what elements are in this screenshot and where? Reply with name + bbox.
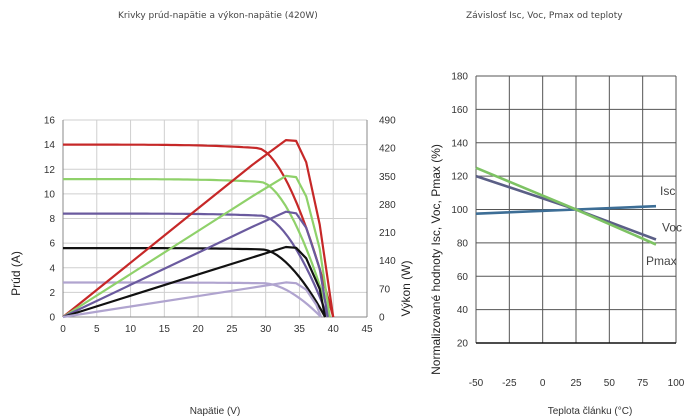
pv-curve	[62, 281, 323, 319]
y2-tick-label: 210	[379, 228, 396, 239]
x-tick-label: 100	[668, 378, 685, 389]
series-group	[62, 139, 335, 319]
x-tick-label: 15	[159, 324, 171, 335]
pv-curve	[62, 245, 327, 319]
y2-tick-label: 350	[379, 172, 396, 183]
x-tick-label: 0	[540, 378, 546, 389]
y-tick-label: 8	[49, 214, 55, 225]
x-tick-label: 75	[637, 378, 649, 389]
x-axis-label: Teplota článku (°C)	[548, 406, 633, 417]
iv-curve	[63, 212, 329, 318]
y-tick-label: 16	[44, 116, 56, 127]
x-tick-label: 25	[226, 324, 238, 335]
y2-tick-label: 280	[379, 200, 396, 211]
y-tick-label: 140	[451, 138, 468, 149]
right-chart-title: Závislosť Isc, Voc, Pmax od teploty	[466, 11, 623, 21]
y-tick-label: 180	[451, 72, 468, 83]
y-tick-label: 60	[457, 272, 469, 283]
series-line-pmax	[475, 166, 657, 246]
y-tick-label: 12	[44, 165, 56, 176]
y-tick-label: 20	[457, 339, 469, 350]
x-tick-label: 35	[294, 324, 306, 335]
pv-curve	[62, 139, 335, 318]
x-tick-label: 25	[570, 378, 582, 389]
y-tick-label: 6	[49, 239, 55, 250]
x-tick-label: 45	[361, 324, 373, 335]
iv-curve	[63, 247, 327, 318]
y-axis-label: Prúd (A)	[9, 251, 23, 296]
series-group	[475, 166, 657, 246]
x-tick-label: -50	[469, 378, 484, 389]
x-tick-label: 20	[193, 324, 205, 335]
x-tick-label: 30	[260, 324, 272, 335]
annotation-isc: Isc	[660, 184, 675, 198]
y-tick-label: 100	[451, 205, 468, 216]
annotation-voc: Voc	[662, 221, 682, 235]
x-tick-label: 50	[604, 378, 616, 389]
y-tick-label: 14	[44, 140, 56, 151]
x-axis-label: Napätie (V)	[190, 406, 241, 417]
pv-curve	[62, 210, 329, 318]
y2-tick-label: 490	[379, 116, 396, 127]
y-tick-label: 4	[49, 263, 55, 274]
y-tick-label: 0	[49, 313, 55, 324]
y2-tick-label: 70	[379, 284, 391, 295]
y-tick-label: 120	[451, 172, 468, 183]
y2-tick-label: 140	[379, 256, 396, 267]
y-axis-label: Normalizované hodnoty Isc, Voc, Pmax (%)	[429, 144, 443, 375]
left-chart-title: Krivky prúd-napätie a výkon-napätie (420…	[118, 11, 318, 21]
y-tick-label: 40	[457, 305, 469, 316]
y-tick-label: 10	[44, 189, 56, 200]
iv-curve	[63, 143, 335, 318]
y2-tick-label: 420	[379, 144, 396, 155]
annotation-pmax: Pmax	[646, 254, 677, 268]
y2-axis-label: Výkon (W)	[399, 260, 413, 316]
x-tick-label: 40	[328, 324, 340, 335]
x-tick-label: -25	[502, 378, 517, 389]
y-tick-label: 80	[457, 238, 469, 249]
pv-curve	[62, 174, 331, 318]
iv-curve	[63, 178, 331, 318]
y-tick-label: 160	[451, 105, 468, 116]
x-tick-label: 0	[60, 324, 66, 335]
y-tick-label: 2	[49, 288, 55, 299]
x-tick-label: 5	[94, 324, 100, 335]
y2-tick-label: 0	[379, 313, 385, 324]
x-tick-label: 10	[125, 324, 137, 335]
